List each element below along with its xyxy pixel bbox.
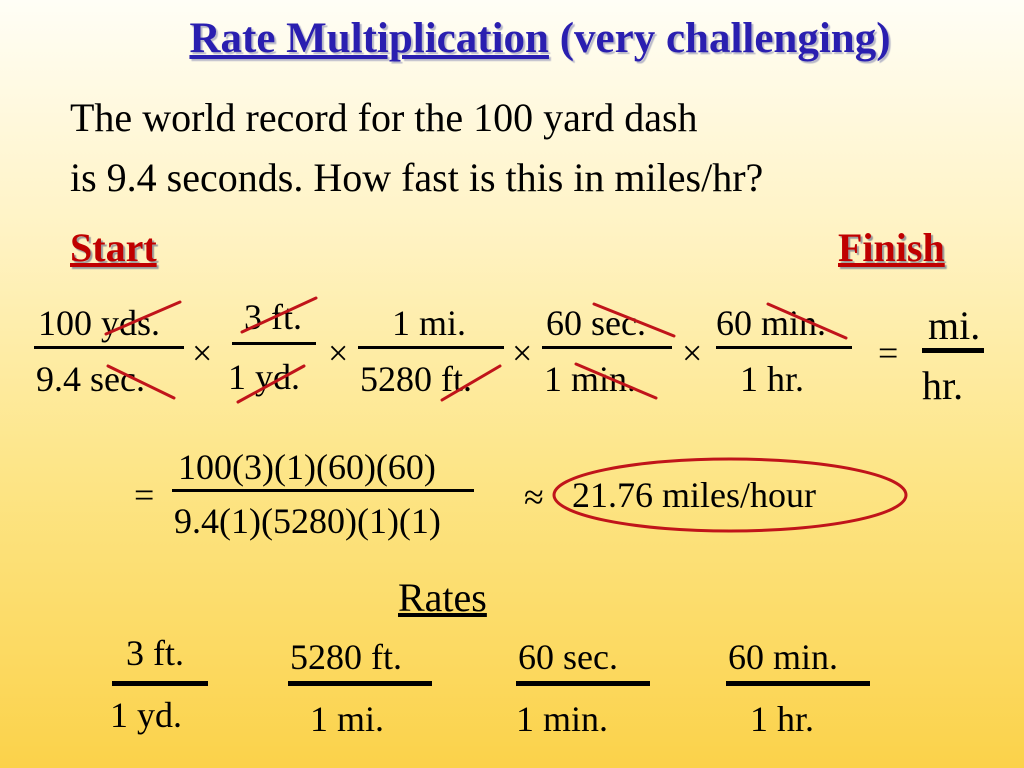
cancel-strike-min-1: [574, 362, 658, 400]
approx-symbol: ≈: [524, 477, 544, 517]
times-symbol-3: ×: [512, 333, 533, 373]
rate-3-denominator: 1 min.: [516, 699, 609, 739]
f5-fraction-bar: [716, 346, 852, 349]
equals-symbol-2: =: [134, 475, 155, 515]
rate-1-fraction-bar: [112, 681, 208, 686]
computation-denominator: 9.4(1)(5280)(1)(1): [174, 501, 441, 541]
rate-2-numerator: 5280 ft.: [290, 637, 402, 677]
cancel-strike-sec-2: [592, 302, 676, 338]
cancel-strike-yds: [104, 300, 182, 336]
cancel-strike-yd: [236, 364, 306, 404]
f3-numerator: 1 mi.: [392, 303, 467, 343]
times-symbol-4: ×: [682, 333, 703, 373]
cancel-strike-sec-1: [106, 364, 176, 400]
rate-2-denominator: 1 mi.: [310, 699, 385, 739]
f4-denominator: 1 min.: [544, 359, 637, 399]
rate-1-denominator: 1 yd.: [110, 695, 182, 735]
rate-2-fraction-bar: [288, 681, 432, 686]
f1-denominator: 9.4 sec.: [36, 359, 145, 399]
times-symbol-2: ×: [328, 333, 349, 373]
finish-label: Finish: [838, 225, 945, 270]
f1-fraction-bar: [34, 346, 184, 349]
f2-fraction-bar: [232, 342, 316, 345]
answer-circle: [552, 457, 908, 533]
equals-symbol-1: =: [878, 333, 899, 373]
f3-fraction-bar: [358, 346, 504, 349]
problem-line-1: The world record for the 100 yard dash: [70, 95, 698, 140]
rates-heading: Rates: [398, 575, 487, 620]
rate-3-fraction-bar: [516, 681, 650, 686]
rate-4-fraction-bar: [726, 681, 870, 686]
rate-3-numerator: 60 sec.: [518, 637, 618, 677]
computation-numerator: 100(3)(1)(60)(60): [178, 447, 436, 487]
times-symbol-1: ×: [192, 333, 213, 373]
rate-1-numerator: 3 ft.: [126, 633, 184, 673]
cancel-strike-ft-1: [240, 296, 318, 334]
result-fraction-bar: [922, 348, 984, 353]
slide-title: Rate Multiplication (very challenging): [0, 14, 1024, 63]
title-main: Rate Multiplication: [189, 15, 549, 62]
cancel-strike-min-2: [766, 302, 848, 340]
f4-numerator: 60 sec.: [546, 303, 646, 343]
start-label: Start: [70, 225, 157, 270]
computation-fraction-bar: [172, 489, 474, 492]
result-numerator: mi.: [928, 303, 981, 348]
title-rest: (very challenging): [548, 15, 891, 62]
f4-fraction-bar: [542, 346, 672, 349]
cancel-strike-ft-2: [440, 364, 502, 402]
f2-denominator: 1 yd.: [228, 357, 300, 397]
rate-4-numerator: 60 min.: [728, 637, 839, 677]
problem-line-2: is 9.4 seconds. How fast is this in mile…: [70, 155, 764, 200]
f5-numerator: 60 min.: [716, 303, 827, 343]
f1-numerator: 100 yds.: [38, 303, 161, 343]
f5-denominator: 1 hr.: [740, 359, 805, 399]
result-denominator: hr.: [922, 363, 964, 408]
answer-text: 21.76 miles/hour: [572, 475, 816, 515]
rate-4-denominator: 1 hr.: [750, 699, 815, 739]
